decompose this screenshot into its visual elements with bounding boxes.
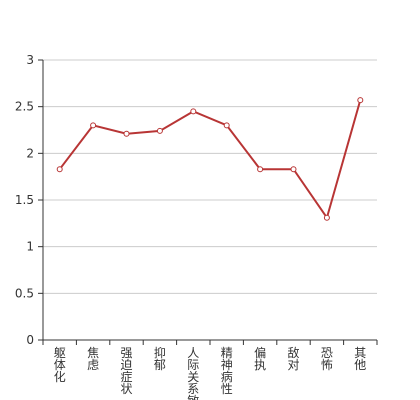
- point: [323, 214, 330, 221]
- x-tick-label: 抑郁: [154, 345, 166, 372]
- point: [357, 97, 364, 104]
- x-tick-label: 敌对: [287, 345, 299, 372]
- x-tick-label: 强迫症状: [120, 346, 132, 396]
- y-tick-label: 1: [26, 240, 34, 254]
- y-tick-label: 0: [26, 333, 34, 347]
- point: [290, 166, 297, 173]
- point: [190, 108, 197, 115]
- point: [156, 127, 163, 134]
- x-tick-label: 精神病性: [221, 346, 233, 396]
- x-tick-label: 焦虑: [87, 346, 99, 372]
- x-tick-label: 人际关系敏感: [187, 346, 199, 400]
- y-tick-label: 1.5: [15, 193, 34, 207]
- point: [123, 130, 130, 137]
- point: [56, 166, 63, 173]
- point: [90, 122, 97, 129]
- x-tick-label: 偏执: [254, 345, 266, 372]
- x-tick-label: 其他: [354, 346, 366, 372]
- y-tick-label: 0.5: [15, 286, 34, 300]
- y-tick-label: 2.5: [15, 100, 34, 114]
- x-tick-label: 恐怖: [321, 346, 333, 372]
- point: [223, 122, 230, 129]
- y-tick-label: 3: [26, 53, 34, 67]
- y-tick-label: 2: [26, 146, 34, 160]
- x-tick-label: 躯体化: [54, 345, 66, 384]
- point: [257, 166, 264, 173]
- line: [58, 99, 362, 221]
